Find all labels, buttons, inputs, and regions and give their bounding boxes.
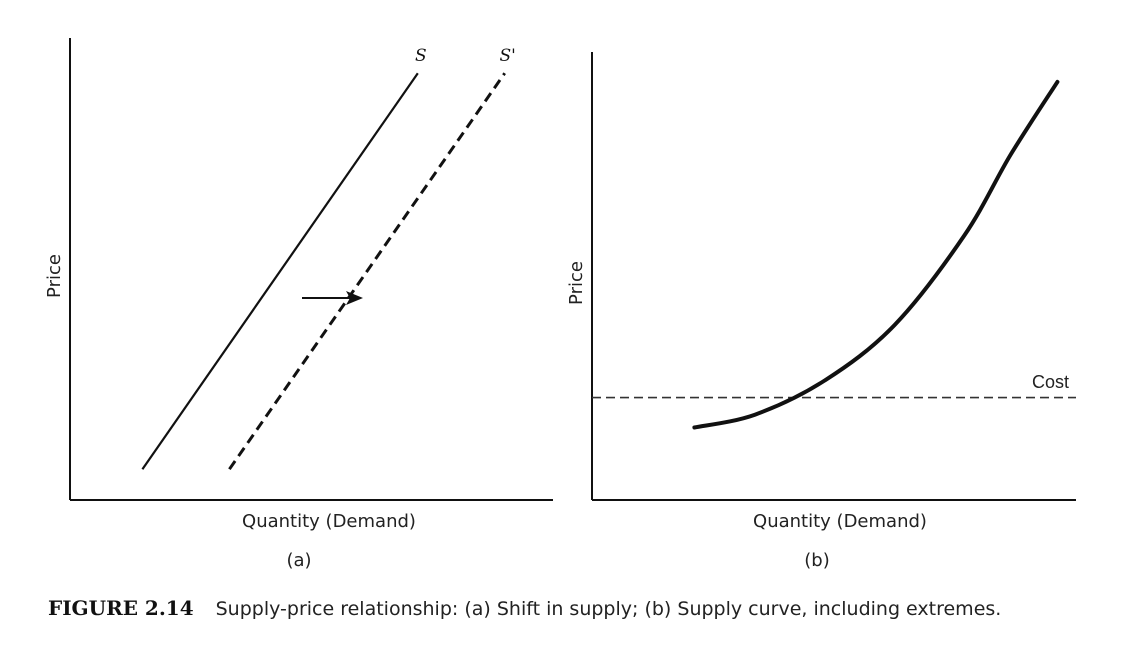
panel-b-y-axis-label: Price [566, 261, 587, 305]
supply-line-s-prime-label: S' [500, 46, 516, 66]
panel-b-x-axis-label: Quantity (Demand) [753, 511, 927, 532]
panel-a: S S' Quantity (Demand) Price (a) [44, 38, 553, 571]
figure-number: FIGURE 2.14 [48, 596, 194, 620]
supply-curve [692, 79, 1060, 430]
panel-a-series-group [141, 72, 506, 471]
shift-arrow [302, 291, 363, 305]
figure-caption: FIGURE 2.14 Supply-price relationship: (a… [48, 596, 1001, 620]
cost-label: Cost [1032, 372, 1069, 392]
supply-line-s-prime [228, 72, 506, 471]
supply-line-s-label: S [415, 46, 427, 66]
panel-b-label: (b) [804, 550, 829, 571]
panel-a-label: (a) [286, 550, 311, 571]
supply-line-s [141, 72, 419, 470]
panel-a-y-axis-label: Price [44, 254, 65, 298]
shift-arrow-head [346, 291, 363, 305]
panel-b-series-group [692, 79, 1060, 430]
panel-b: Cost Quantity (Demand) Price (b) [566, 52, 1076, 571]
panel-a-x-axis-label: Quantity (Demand) [242, 511, 416, 532]
panel-a-series-labels: S S' [415, 46, 516, 66]
figure-caption-text: Supply-price relationship: (a) Shift in … [215, 598, 1002, 620]
